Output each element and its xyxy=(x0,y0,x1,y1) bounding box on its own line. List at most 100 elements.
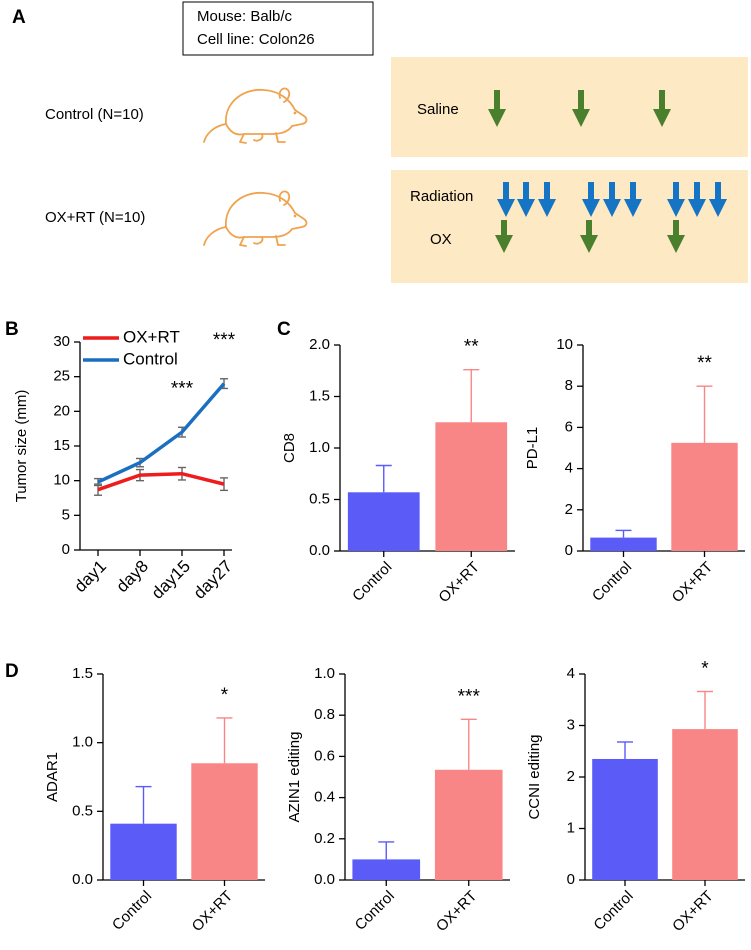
bar xyxy=(671,442,738,551)
series-line xyxy=(97,471,225,492)
significance: ** xyxy=(464,337,479,358)
x-tick-label: OX+RT xyxy=(189,888,236,935)
saline-arrows xyxy=(488,90,685,253)
treatment-panel xyxy=(391,57,748,157)
error-bar xyxy=(378,841,395,860)
bar xyxy=(191,763,258,880)
y-tick-label: 0.5 xyxy=(309,490,330,507)
y-tick-label: 0.5 xyxy=(72,802,93,819)
bar xyxy=(590,537,657,551)
group-label: Control (N=10) xyxy=(45,106,144,123)
series-line xyxy=(97,382,226,484)
error-bar xyxy=(697,690,713,730)
y-tick-label: 2 xyxy=(567,768,575,785)
significance: ** xyxy=(697,353,712,374)
significance: * xyxy=(221,685,229,706)
y-axis-label: Tumor size (mm) xyxy=(13,390,30,503)
annotation: *** xyxy=(213,330,236,351)
panel-label: B xyxy=(5,319,19,340)
y-axis-label: CCNI editing xyxy=(526,734,543,819)
y-axis-label: ADAR1 xyxy=(44,752,61,802)
y-tick-label: 10 xyxy=(53,472,70,489)
y-tick-label: 3 xyxy=(567,716,575,733)
error-bar xyxy=(375,464,392,493)
x-tick-label: OX+RT xyxy=(669,888,716,935)
mouse-icon xyxy=(203,190,308,247)
bar xyxy=(592,758,658,880)
y-tick-label: 2.0 xyxy=(309,336,330,353)
bar xyxy=(435,422,508,551)
y-tick-label: 0 xyxy=(567,871,575,888)
y-tick-label: 1.0 xyxy=(314,665,335,682)
significance: * xyxy=(701,659,709,680)
legend-label: Control xyxy=(123,349,178,368)
x-tick-label: Control xyxy=(352,888,398,934)
error-bar xyxy=(696,385,713,443)
treatment-label: OX xyxy=(430,231,452,248)
x-tick-label: day1 xyxy=(70,557,110,597)
y-axis-label: CD8 xyxy=(281,433,298,463)
error-bar xyxy=(216,717,233,764)
error-bar xyxy=(135,785,152,824)
bar xyxy=(434,769,503,880)
x-tick-label: OX+RT xyxy=(669,559,716,606)
y-tick-label: 15 xyxy=(53,437,70,454)
x-tick-label: Control xyxy=(590,888,636,934)
x-tick-label: Control xyxy=(109,888,155,934)
y-tick-label: 0.4 xyxy=(314,789,335,806)
error-bar xyxy=(617,741,633,759)
treatment-label: Radiation xyxy=(410,188,473,205)
y-tick-label: 20 xyxy=(53,402,70,419)
bar xyxy=(672,729,738,880)
y-tick-label: 2 xyxy=(565,501,573,518)
bar xyxy=(347,492,420,551)
bar xyxy=(352,859,421,880)
x-tick-label: OX+RT xyxy=(433,888,480,935)
y-tick-label: 30 xyxy=(53,333,70,350)
info-box xyxy=(182,1,374,56)
y-tick-label: 8 xyxy=(565,377,573,394)
y-tick-label: 1.0 xyxy=(309,439,330,456)
y-tick-label: 0 xyxy=(565,542,573,559)
y-tick-label: 10 xyxy=(556,336,573,353)
treatment-panel xyxy=(391,170,748,283)
panel-label: C xyxy=(277,319,291,340)
y-tick-label: 6 xyxy=(565,418,573,435)
annotation: *** xyxy=(171,378,194,399)
y-tick-label: 4 xyxy=(567,665,575,682)
y-tick-label: 25 xyxy=(53,368,70,385)
x-tick-label: OX+RT xyxy=(435,559,482,606)
error-bar xyxy=(460,718,477,770)
x-tick-label: Control xyxy=(349,559,395,605)
radiation-arrows xyxy=(497,182,727,217)
y-tick-label: 5 xyxy=(62,506,70,523)
y-axis-label: AZIN1 editing xyxy=(286,732,303,823)
y-axis-label: PD-L1 xyxy=(524,427,541,470)
x-tick-label: Control xyxy=(589,559,635,605)
y-tick-label: 4 xyxy=(565,460,573,477)
y-tick-label: 0.8 xyxy=(314,706,335,723)
y-tick-label: 0.0 xyxy=(72,871,93,888)
legend-label: OX+RT xyxy=(123,327,180,346)
group-label: OX+RT (N=10) xyxy=(45,209,145,226)
y-tick-label: 0.2 xyxy=(314,830,335,847)
y-tick-label: 0.0 xyxy=(309,542,330,559)
y-tick-label: 0.0 xyxy=(314,871,335,888)
info-text: Mouse: Balb/c xyxy=(197,8,293,25)
y-tick-label: 0.6 xyxy=(314,747,335,764)
y-tick-label: 1.5 xyxy=(72,665,93,682)
bar xyxy=(110,823,177,880)
y-tick-label: 1.0 xyxy=(72,734,93,751)
error-bar xyxy=(615,529,632,538)
y-tick-label: 1.5 xyxy=(309,387,330,404)
error-bar xyxy=(463,369,480,423)
x-tick-label: day8 xyxy=(112,557,152,597)
x-tick-label: day15 xyxy=(148,557,194,603)
panel-label: A xyxy=(12,7,26,28)
treatment-label: Saline xyxy=(417,101,459,118)
y-tick-label: 0 xyxy=(62,541,70,558)
panel-label: D xyxy=(5,661,19,682)
info-text: Cell line: Colon26 xyxy=(197,31,315,48)
x-tick-label: day27 xyxy=(190,557,236,603)
